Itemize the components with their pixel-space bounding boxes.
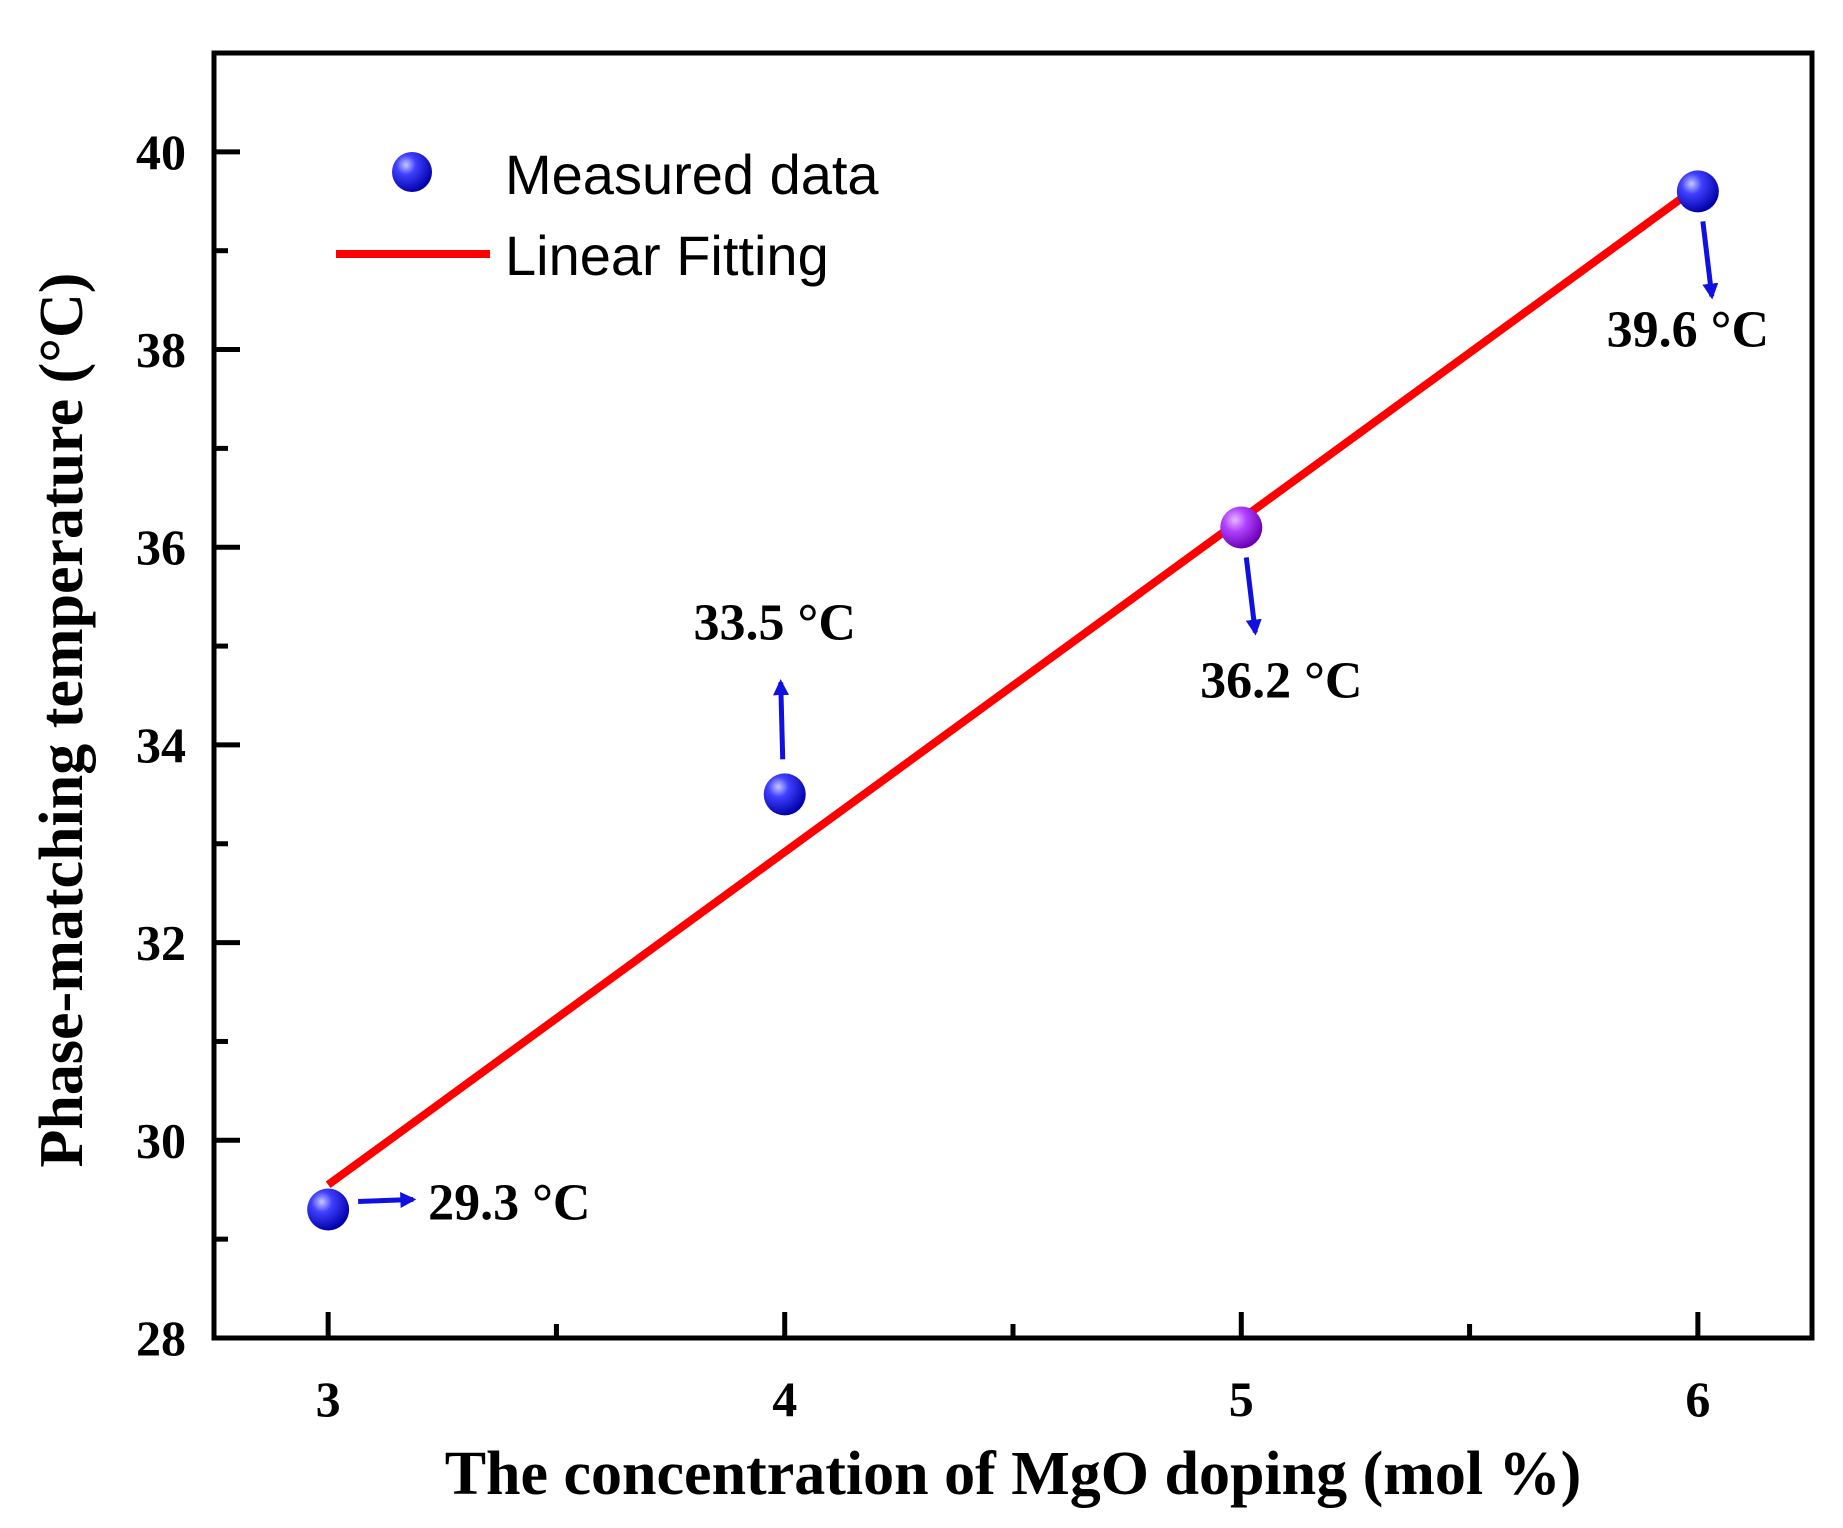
- annotation-label: 29.3 °C: [428, 1175, 590, 1232]
- y-tick-label: 36: [136, 519, 186, 575]
- plot-frame: [211, 50, 1815, 1341]
- data-point: [307, 1188, 350, 1231]
- legend: Measured data Linear Fitting: [336, 143, 879, 287]
- fit-line: [325, 183, 1701, 1189]
- annotation-label: 33.5 °C: [694, 594, 856, 651]
- annotation-arrow: [358, 1191, 417, 1208]
- y-tick-label: 34: [136, 717, 186, 773]
- annotation-arrow: [1700, 221, 1719, 300]
- annotation-arrow: [1243, 557, 1262, 636]
- legend-label-measured: Measured data: [505, 143, 879, 206]
- fit-line-layer: [325, 183, 1701, 1189]
- legend-marker-measured: [392, 152, 432, 192]
- x-tick-label: 5: [1229, 1371, 1254, 1427]
- data-point: [763, 773, 806, 816]
- y-tick-label: 28: [136, 1310, 186, 1366]
- y-tick-label: 32: [136, 915, 186, 971]
- points-layer: [307, 170, 1719, 1231]
- x-tick-label: 4: [772, 1371, 797, 1427]
- annotations-layer: 29.3 °C 33.5 °C 36.2 °C 39.6 °C: [358, 221, 1769, 1232]
- data-point: [1676, 170, 1719, 213]
- annotation-label: 39.6 °C: [1607, 301, 1769, 358]
- annotation-label: 36.2 °C: [1200, 652, 1362, 709]
- y-tick-label: 38: [136, 322, 186, 378]
- x-ticks: [325, 1312, 1701, 1338]
- legend-label-fit: Linear Fitting: [505, 224, 829, 287]
- annotation-arrow: [773, 679, 790, 760]
- y-tick-label: 30: [136, 1112, 186, 1168]
- y-ticks: [214, 50, 240, 1341]
- x-axis-title: The concentration of MgO doping (mol %): [445, 1440, 1582, 1508]
- x-tick-label: 6: [1685, 1371, 1710, 1427]
- y-axis-title: Phase-matching temperature (°C): [28, 273, 96, 1168]
- y-tick-labels: 28 30 32 34 36 38 40: [136, 124, 186, 1366]
- x-tick-label: 3: [316, 1371, 341, 1427]
- x-tick-labels: 3 4 5 6: [316, 1371, 1711, 1427]
- y-tick-label: 40: [136, 124, 186, 180]
- data-point: [1220, 506, 1263, 549]
